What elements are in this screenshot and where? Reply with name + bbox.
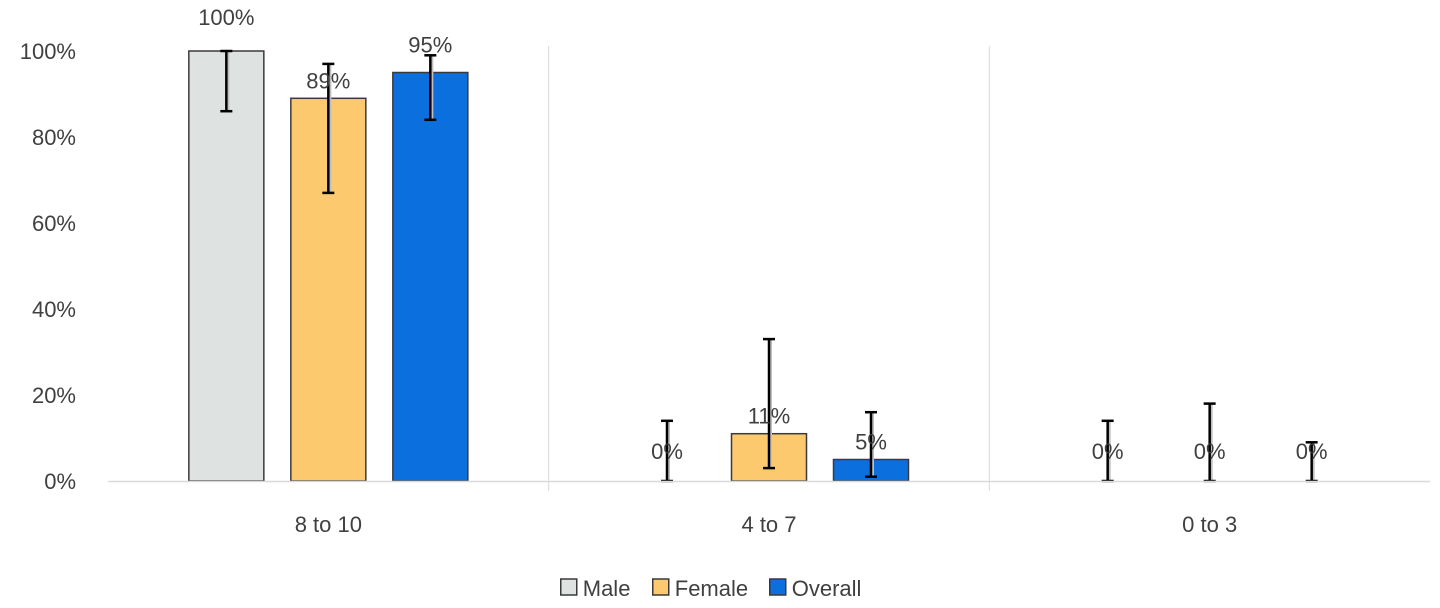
legend: Male Female Overall [560, 576, 862, 601]
data-label: 95% [408, 33, 452, 58]
legend-swatch [652, 578, 670, 596]
x-category-label: 4 to 7 [741, 512, 796, 537]
legend-item-female[interactable]: Female [652, 576, 748, 601]
bars [188, 50, 910, 482]
legend-label: Female [675, 576, 748, 601]
legend-swatch [769, 578, 787, 596]
legend-swatch [560, 578, 578, 596]
category-labels: 8 to 10 4 to 7 0 to 3 [295, 512, 1237, 537]
y-tick-label: 40% [32, 297, 76, 322]
y-tick-label: 100% [20, 39, 76, 64]
y-tick-label: 60% [32, 211, 76, 236]
y-tick-label: 20% [32, 383, 76, 408]
data-labels: 100% 89% 95% 0% 11% 5% 0% 0% 0% [198, 5, 1327, 464]
data-label: 0% [651, 439, 683, 464]
bar-male[interactable] [188, 50, 265, 482]
data-label: 0% [1194, 439, 1226, 464]
legend-label: Male [583, 576, 631, 601]
legend-item-overall[interactable]: Overall [769, 576, 862, 601]
data-label: 11% [748, 404, 790, 429]
y-axis-ticks: 0% 20% 40% 60% 80% 100% [20, 39, 76, 494]
bar-overall[interactable] [392, 71, 469, 482]
y-tick-label: 0% [44, 469, 76, 494]
data-label: 100% [198, 5, 254, 30]
x-category-label: 8 to 10 [295, 512, 362, 537]
data-label: 5% [855, 430, 887, 455]
legend-item-male[interactable]: Male [560, 576, 631, 601]
data-label: 0% [1092, 439, 1124, 464]
grid-lines [548, 46, 990, 491]
data-label: 89% [306, 68, 350, 93]
y-tick-label: 80% [32, 125, 76, 150]
legend-label: Overall [792, 576, 862, 601]
data-label: 0% [1296, 439, 1328, 464]
x-category-label: 0 to 3 [1182, 512, 1237, 537]
